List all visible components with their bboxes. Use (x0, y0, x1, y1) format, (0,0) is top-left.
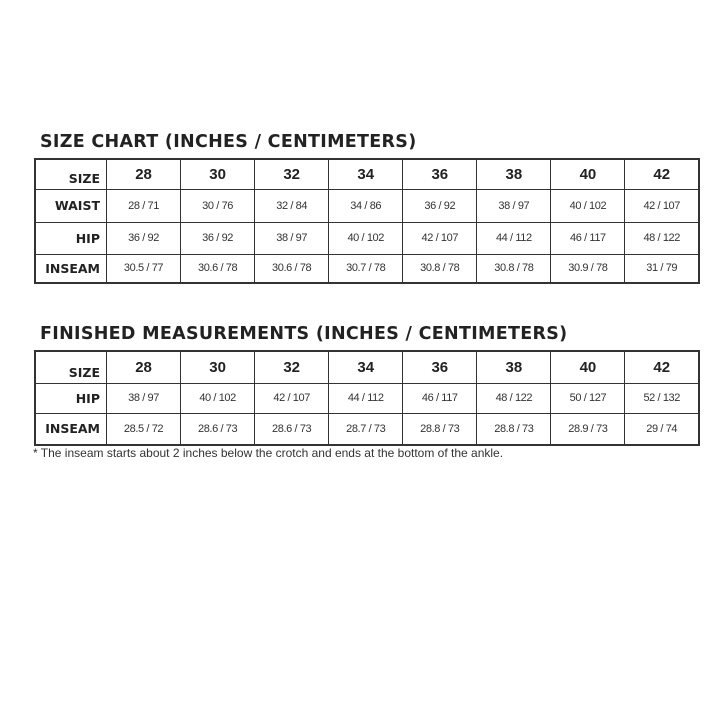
size-chart-table: SIZE 28 30 32 34 36 38 40 42 WAIST 28 / 71 30 / 76 3… (34, 158, 700, 284)
size-header-cell: 42 (624, 350, 700, 384)
size-header-cell: 32 (254, 158, 330, 190)
header-row: SIZE 28 30 32 34 36 38 40 42 (34, 350, 700, 384)
measurement-cell: 28.6 / 73 (180, 412, 256, 446)
measurement-cell: 38 / 97 (476, 188, 552, 223)
row-label: SIZE (34, 350, 107, 384)
table-row-inseam: INSEAM 30.5 / 77 30.6 / 78 30.6 / 78 30.7 / … (34, 253, 700, 284)
measurement-cell: 50 / 127 (550, 382, 626, 414)
size-header-cell: 40 (550, 350, 626, 384)
measurement-cell: 30 / 76 (180, 188, 256, 223)
measurement-cell: 40 / 102 (328, 221, 404, 255)
measurement-cell: 40 / 102 (550, 188, 626, 223)
row-label: SIZE (34, 158, 107, 190)
measurement-cell: 29 / 74 (624, 412, 700, 446)
measurement-cell: 28.8 / 73 (402, 412, 478, 446)
measurement-cell: 38 / 97 (105, 382, 182, 414)
measurement-cell: 32 / 84 (254, 188, 330, 223)
size-header-cell: 32 (254, 350, 330, 384)
measurement-cell: 44 / 112 (328, 382, 404, 414)
measurement-cell: 31 / 79 (624, 253, 700, 284)
size-header-cell: 40 (550, 158, 626, 190)
measurement-cell: 52 / 132 (624, 382, 700, 414)
size-header-cell: 34 (328, 158, 404, 190)
measurement-cell: 42 / 107 (402, 221, 478, 255)
size-header-cell: 34 (328, 350, 404, 384)
measurement-cell: 36 / 92 (180, 221, 256, 255)
table-row-waist: WAIST 28 / 71 30 / 76 32 / 84 34 / 86 36 / 92… (34, 188, 700, 223)
inseam-footnote: * The inseam starts about 2 inches below… (33, 446, 504, 460)
measurement-cell: 42 / 107 (624, 188, 700, 223)
measurement-cell: 30.8 / 78 (402, 253, 478, 284)
measurement-cell: 30.6 / 78 (254, 253, 330, 284)
measurement-cell: 42 / 107 (254, 382, 330, 414)
table-row-hip: HIP 38 / 97 40 / 102 42 / 107 44 / 112 46 / 1… (34, 382, 700, 414)
measurement-cell: 46 / 117 (550, 221, 626, 255)
row-label: INSEAM (34, 253, 107, 284)
measurement-cell: 34 / 86 (328, 188, 404, 223)
table-row-inseam: INSEAM 28.5 / 72 28.6 / 73 28.6 / 73 28.7 / … (34, 412, 700, 446)
measurement-cell: 38 / 97 (254, 221, 330, 255)
header-row: SIZE 28 30 32 34 36 38 40 42 (34, 158, 700, 190)
size-chart-title: SIZE CHART (INCHES / CENTIMETERS) (40, 132, 417, 152)
size-header-cell: 38 (476, 158, 552, 190)
size-header-cell: 28 (105, 350, 182, 384)
measurement-cell: 48 / 122 (624, 221, 700, 255)
finished-measurements-title: FINISHED MEASUREMENTS (INCHES / CENTIMET… (40, 324, 568, 344)
size-header-cell: 42 (624, 158, 700, 190)
measurement-cell: 28.5 / 72 (105, 412, 182, 446)
measurement-cell: 46 / 117 (402, 382, 478, 414)
row-label: WAIST (34, 188, 107, 223)
row-label: INSEAM (34, 412, 107, 446)
measurement-cell: 44 / 112 (476, 221, 552, 255)
row-label: HIP (34, 221, 107, 255)
measurement-cell: 28.8 / 73 (476, 412, 552, 446)
measurement-cell: 30.8 / 78 (476, 253, 552, 284)
measurement-cell: 28.7 / 73 (328, 412, 404, 446)
size-header-cell: 30 (180, 158, 256, 190)
size-header-cell: 36 (402, 158, 478, 190)
size-header-cell: 38 (476, 350, 552, 384)
measurement-cell: 36 / 92 (402, 188, 478, 223)
measurement-cell: 48 / 122 (476, 382, 552, 414)
measurement-cell: 36 / 92 (105, 221, 182, 255)
measurement-cell: 30.6 / 78 (180, 253, 256, 284)
measurement-cell: 40 / 102 (180, 382, 256, 414)
measurement-cell: 30.7 / 78 (328, 253, 404, 284)
measurement-cell: 30.5 / 77 (105, 253, 182, 284)
size-header-cell: 28 (105, 158, 182, 190)
size-header-cell: 36 (402, 350, 478, 384)
measurement-cell: 28.6 / 73 (254, 412, 330, 446)
table-row-hip: HIP 36 / 92 36 / 92 38 / 97 40 / 102 42 / 107… (34, 221, 700, 255)
measurement-cell: 28.9 / 73 (550, 412, 626, 446)
finished-measurements-table: SIZE 28 30 32 34 36 38 40 42 HIP 38 / 97 40 / 102 42… (34, 350, 700, 446)
row-label: HIP (34, 382, 107, 414)
size-header-cell: 30 (180, 350, 256, 384)
measurement-cell: 30.9 / 78 (550, 253, 626, 284)
measurement-cell: 28 / 71 (105, 188, 182, 223)
